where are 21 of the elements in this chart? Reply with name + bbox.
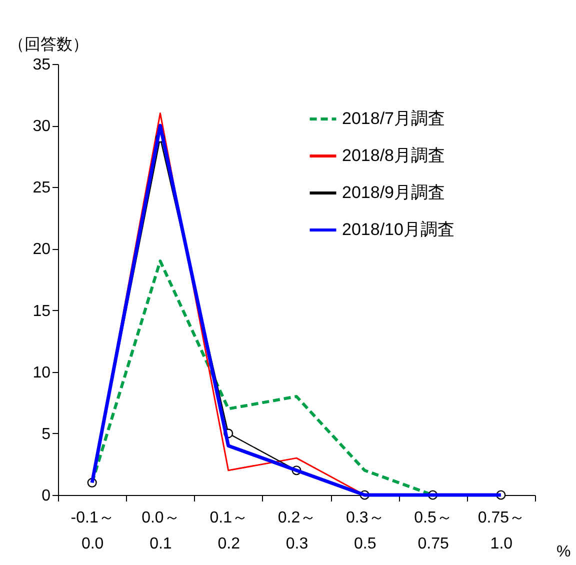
x-axis-title: % [556,544,571,560]
y-tick-label: 0 [42,488,51,504]
y-tick-label: 10 [32,364,51,382]
x-tick-label: 0.0～ 0.1 [142,510,180,552]
y-tick-label: 20 [32,241,51,258]
x-tick-label: 0.75～ 1.0 [478,510,525,552]
x-tick-label: 0.5～ 0.75 [414,510,452,552]
y-tick-label: 15 [32,302,51,320]
y-tick-label: 30 [32,118,51,136]
y-tick-label: 25 [32,180,51,197]
x-tick-label: 0.2～ 0.3 [278,510,316,552]
y-axis-title: （回答数） [8,36,88,54]
legend-label: 2018/10月調査 [342,220,454,239]
x-tick-label: 0.1～ 0.2 [210,510,248,552]
y-tick-label: 35 [32,56,51,74]
legend-label: 2018/8月調査 [342,146,445,165]
legend-label: 2018/9月調査 [342,183,445,202]
legend-label: 2018/7月調査 [342,109,445,128]
x-tick-label: -0.1～ 0.0 [70,510,114,552]
x-tick-label: 0.3～ 0.5 [346,510,384,552]
y-tick-label: 5 [42,426,51,443]
